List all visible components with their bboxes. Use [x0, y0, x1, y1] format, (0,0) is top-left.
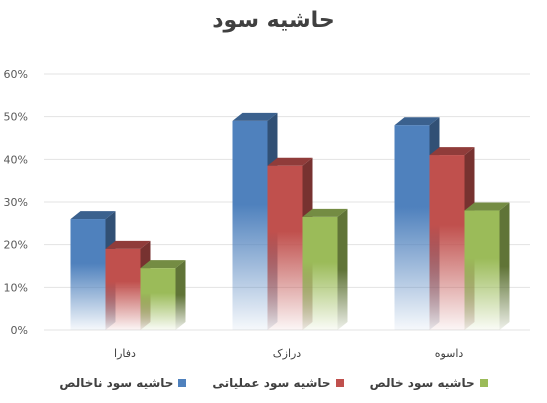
bars [70, 112, 510, 330]
y-tick-label: 50% [4, 111, 28, 124]
bar [140, 260, 186, 330]
legend-swatch [479, 379, 488, 387]
x-category-label: داسوه [435, 347, 464, 360]
legend-label: حاشیه سود عملیاتی [212, 376, 331, 390]
x-category-label: درازک [273, 347, 302, 360]
legend-item: حاشیه سود ناخالص [59, 376, 187, 390]
legend-label: حاشیه سود ناخالص [59, 376, 174, 390]
legend-item: حاشیه سود خالص [370, 376, 488, 390]
y-tick-label: 40% [4, 153, 28, 166]
legend-swatch [178, 379, 187, 387]
y-axis-ticks: 0% 10% 20% 30% 40% 50% 60% [4, 68, 28, 337]
y-tick-label: 20% [4, 239, 28, 252]
x-category-label: دفارا [114, 347, 136, 360]
legend-label: حاشیه سود خالص [369, 376, 475, 390]
legend-item: حاشیه سود عملیاتی [212, 376, 344, 390]
y-tick-label: 10% [4, 281, 28, 294]
bar [302, 208, 348, 330]
chart-title: حاشیه سود [212, 8, 335, 33]
y-tick-label: 30% [4, 196, 28, 209]
x-axis-labels: دفارا درازک داسوه [114, 347, 463, 360]
y-tick-label: 60% [4, 68, 28, 81]
bar [464, 202, 510, 330]
y-tick-label: 0% [11, 324, 28, 337]
legend: حاشیه سود ناخالص حاشیه سود عملیاتی حاشیه س… [0, 376, 547, 390]
legend-swatch [335, 379, 344, 387]
